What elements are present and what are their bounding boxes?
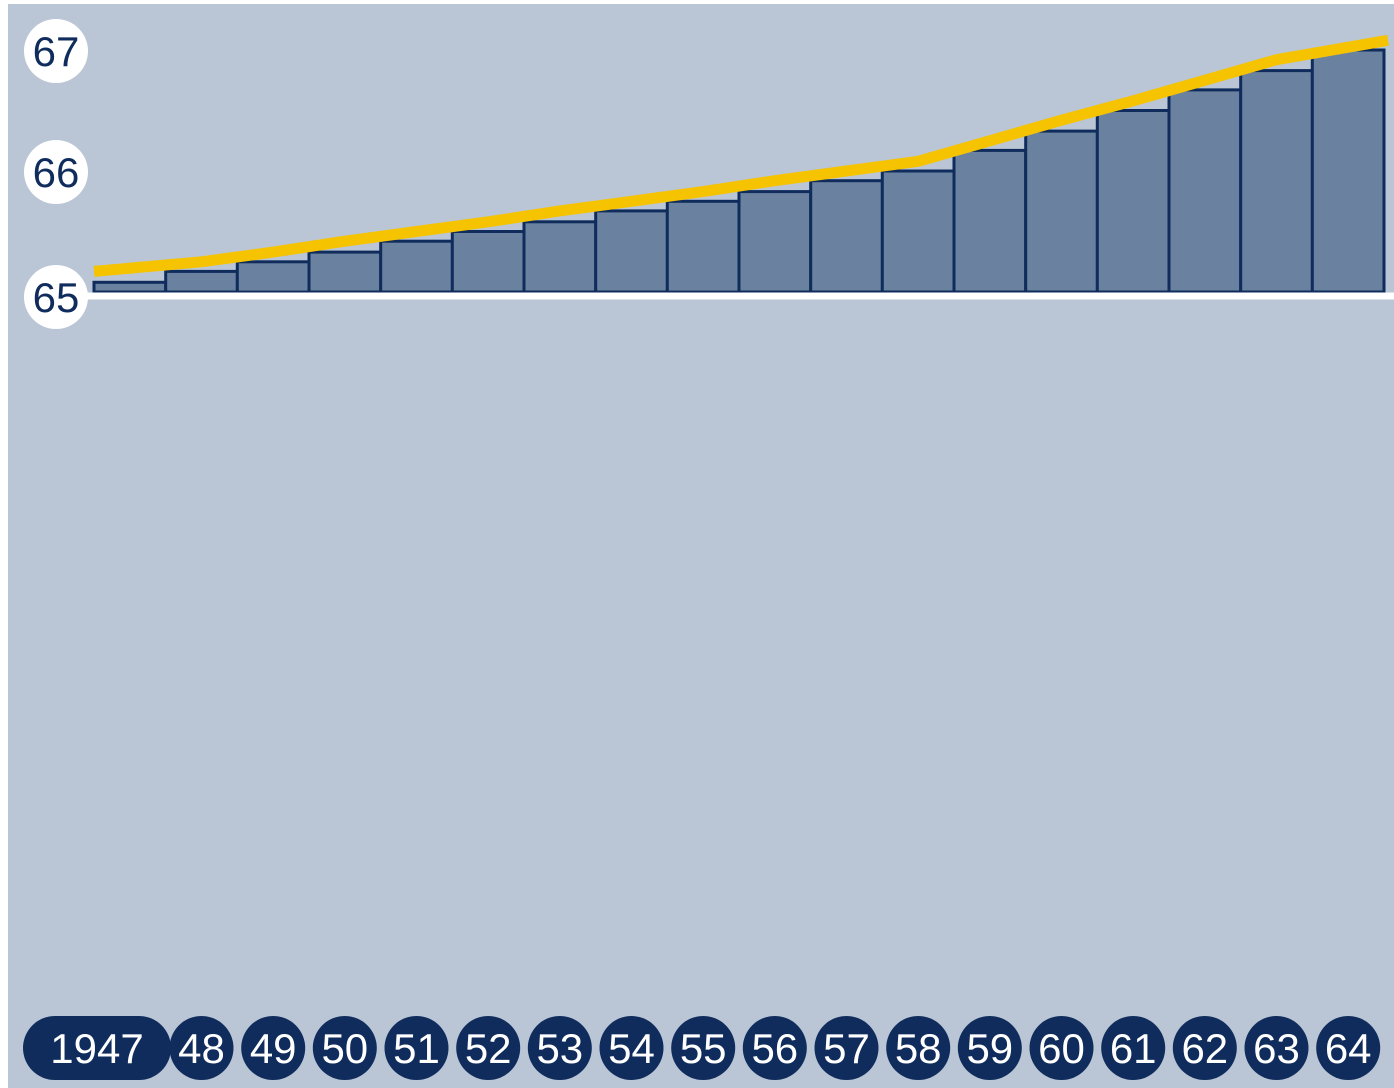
bar-56 <box>737 190 813 294</box>
category-label-60: 60 <box>1038 1025 1085 1072</box>
category-label-59: 59 <box>966 1025 1013 1072</box>
bar-60 <box>1024 129 1099 294</box>
category-pill-1947 <box>23 1016 171 1080</box>
category-label-50: 50 <box>321 1025 368 1072</box>
category-label-63: 63 <box>1253 1025 1300 1072</box>
category-pill-63 <box>1244 1016 1309 1080</box>
category-pill-50 <box>312 1016 377 1080</box>
category-pill-57 <box>814 1016 879 1080</box>
y-tick-circle-67 <box>24 19 88 83</box>
bar-51 <box>379 239 454 294</box>
category-label-53: 53 <box>536 1025 583 1072</box>
category-pill-56 <box>742 1016 807 1080</box>
category-pill-51 <box>384 1016 449 1080</box>
category-pill-53 <box>527 1016 592 1080</box>
category-pill-58 <box>886 1016 951 1080</box>
category-label-57: 57 <box>823 1025 870 1072</box>
category-label-51: 51 <box>393 1025 440 1072</box>
bar-55 <box>665 199 741 294</box>
bar-52 <box>450 230 526 294</box>
bar-57 <box>809 179 884 294</box>
bar-50 <box>307 250 383 294</box>
category-label-48: 48 <box>178 1025 225 1072</box>
bar-61 <box>1095 109 1171 294</box>
category-pill-59 <box>957 1016 1022 1080</box>
category-pill-61 <box>1101 1016 1166 1080</box>
y-tick-circle-65 <box>24 265 88 329</box>
category-pill-48 <box>169 1016 234 1080</box>
category-pill-62 <box>1172 1016 1237 1080</box>
bar-59 <box>952 148 1028 294</box>
bar-53 <box>522 220 598 294</box>
trend-line <box>93 34 1389 277</box>
category-pill-60 <box>1029 1016 1094 1080</box>
category-label-58: 58 <box>895 1025 942 1072</box>
category-label-54: 54 <box>608 1025 655 1072</box>
category-label-1947: 1947 <box>50 1025 143 1072</box>
bar-58 <box>880 169 956 294</box>
y-tick-circle-66 <box>24 140 88 204</box>
category-label-56: 56 <box>751 1025 798 1072</box>
bar-49 <box>235 260 311 294</box>
bar-64 <box>1310 48 1386 294</box>
category-pill-52 <box>456 1016 521 1080</box>
category-pill-54 <box>599 1016 664 1080</box>
category-label-49: 49 <box>250 1025 297 1072</box>
bar-1947 <box>92 280 168 294</box>
category-label-62: 62 <box>1181 1025 1228 1072</box>
category-label-55: 55 <box>680 1025 727 1072</box>
bar-63 <box>1239 69 1314 294</box>
bar-54 <box>594 209 669 294</box>
category-label-61: 61 <box>1110 1025 1157 1072</box>
bar-48 <box>164 269 239 294</box>
y-tick-label-65: 65 <box>33 274 80 321</box>
y-tick-label-67: 67 <box>33 28 80 75</box>
category-pill-49 <box>241 1016 306 1080</box>
category-label-52: 52 <box>465 1025 512 1072</box>
category-pill-55 <box>671 1016 736 1080</box>
category-label-64: 64 <box>1325 1025 1372 1072</box>
y-tick-label-66: 66 <box>33 149 80 196</box>
bar-62 <box>1167 88 1243 294</box>
category-pill-64 <box>1316 1016 1381 1080</box>
